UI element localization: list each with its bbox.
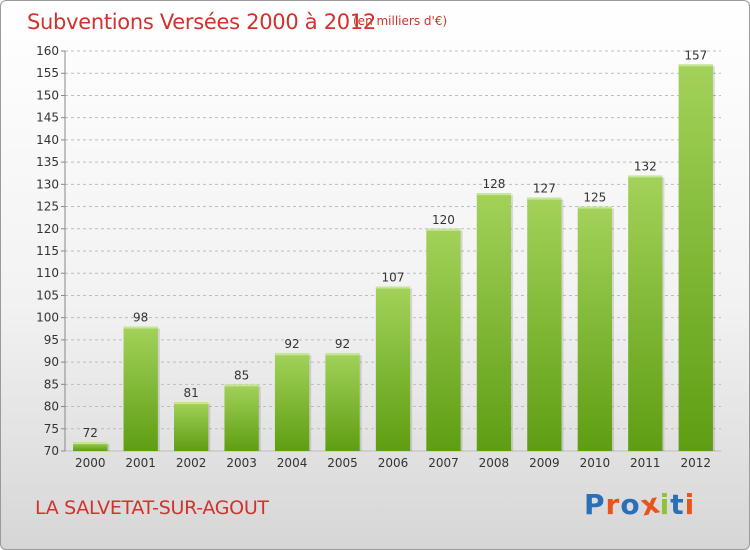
- bar-highlight: [426, 228, 461, 231]
- bar-2007: [426, 228, 461, 451]
- y-tick-label: 145: [36, 111, 59, 125]
- logo-letter: r: [605, 488, 621, 521]
- bar-2009: [527, 197, 562, 451]
- data-label-2009: 127: [533, 182, 556, 196]
- logo-letter: P: [584, 488, 606, 521]
- x-tick-label-2008: 2008: [479, 456, 510, 470]
- y-tick-label: 110: [36, 266, 59, 280]
- y-tick-label: 135: [36, 155, 59, 169]
- bar-highlight: [224, 384, 259, 387]
- bar-2010: [577, 206, 613, 451]
- data-label-2012: 157: [684, 48, 707, 62]
- bar-2002: [173, 402, 209, 451]
- x-tick-label-2004: 2004: [277, 456, 308, 470]
- data-label-2008: 128: [482, 177, 505, 191]
- y-tick-label: 155: [36, 66, 59, 80]
- y-tick-label: 160: [36, 44, 59, 58]
- chart-title: Subventions Versées 2000 à 2012: [27, 10, 376, 34]
- bar-highlight: [375, 286, 411, 289]
- x-tick-label-2006: 2006: [378, 456, 409, 470]
- bar-highlight: [476, 193, 512, 196]
- data-label-2001: 98: [133, 311, 148, 325]
- y-tick-label: 115: [36, 244, 59, 258]
- data-label-2003: 85: [234, 368, 249, 382]
- y-tick-label: 95: [44, 333, 59, 347]
- bar-highlight: [173, 402, 209, 405]
- data-labels: 72 98 81 85 92 92 107 120 128 127 125 132 157: [83, 48, 708, 440]
- bar-2008: [476, 193, 512, 451]
- y-tick-label: 120: [36, 222, 59, 236]
- x-tick-label-2003: 2003: [226, 456, 257, 470]
- logo-letter: t: [670, 488, 685, 521]
- x-tick-label-2007: 2007: [428, 456, 459, 470]
- y-axis-ticks: 70 75 80 85 90 95 100 105 110 115 120 125 130 135 140 1…: [36, 44, 59, 458]
- x-tick-label-2009: 2009: [529, 456, 560, 470]
- bar-2004: [274, 353, 310, 451]
- bar-2011: [628, 175, 663, 451]
- y-tick-label: 130: [36, 177, 59, 191]
- x-axis-ticks: 2000 2001 2002 2003 2004 2005 2006 2007 2008 2009…: [75, 456, 711, 470]
- logo-letter: o: [620, 488, 641, 521]
- data-label-2011: 132: [634, 159, 657, 173]
- y-tick-label: 105: [36, 288, 59, 302]
- y-tick-label: 125: [36, 200, 59, 214]
- y-tick-label: 80: [44, 400, 59, 414]
- bar-highlight: [274, 353, 310, 356]
- logo-letter: i: [659, 488, 671, 521]
- data-label-2002: 81: [184, 386, 199, 400]
- bar-highlight: [577, 206, 613, 209]
- bar-2012: [678, 64, 713, 452]
- x-tick-label-2002: 2002: [176, 456, 207, 470]
- bar-highlight: [123, 326, 158, 329]
- data-label-2010: 125: [583, 191, 606, 205]
- data-label-2004: 92: [284, 337, 299, 351]
- chart-subtitle: (en milliers d'€): [353, 14, 448, 28]
- x-tick-label-2001: 2001: [125, 456, 156, 470]
- data-label-2005: 92: [335, 337, 350, 351]
- bars: [73, 64, 715, 452]
- data-label-2007: 120: [432, 213, 455, 227]
- y-tick-label: 100: [36, 311, 59, 325]
- bar-2000: [73, 442, 108, 451]
- y-tick-label: 140: [36, 133, 59, 147]
- x-tick-label-2000: 2000: [75, 456, 106, 470]
- data-label-2000: 72: [83, 426, 98, 440]
- bar-2001: [123, 326, 158, 451]
- x-tick-label-2005: 2005: [327, 456, 358, 470]
- bar-highlight: [73, 442, 108, 445]
- y-tick-label: 85: [44, 377, 59, 391]
- bar-2005: [325, 353, 360, 451]
- bar-highlight: [527, 197, 562, 200]
- y-tick-label: 70: [44, 444, 59, 458]
- proxiti-logo: Proxiti: [584, 486, 696, 522]
- bar-2006: [375, 286, 411, 451]
- y-tick-label: 150: [36, 88, 59, 102]
- data-label-2006: 107: [382, 271, 405, 285]
- x-tick-label-2010: 2010: [580, 456, 611, 470]
- y-tick-label: 90: [44, 355, 59, 369]
- y-tick-label: 75: [44, 422, 59, 436]
- bar-highlight: [678, 64, 713, 67]
- bar-highlight: [628, 175, 663, 178]
- bar-2003: [224, 384, 259, 451]
- logo-letter: i: [684, 488, 696, 521]
- bar-highlight: [325, 353, 360, 356]
- x-tick-label-2011: 2011: [630, 456, 661, 470]
- x-tick-label-2012: 2012: [680, 456, 711, 470]
- commune-name: LA SALVETAT-SUR-AGOUT: [35, 497, 269, 519]
